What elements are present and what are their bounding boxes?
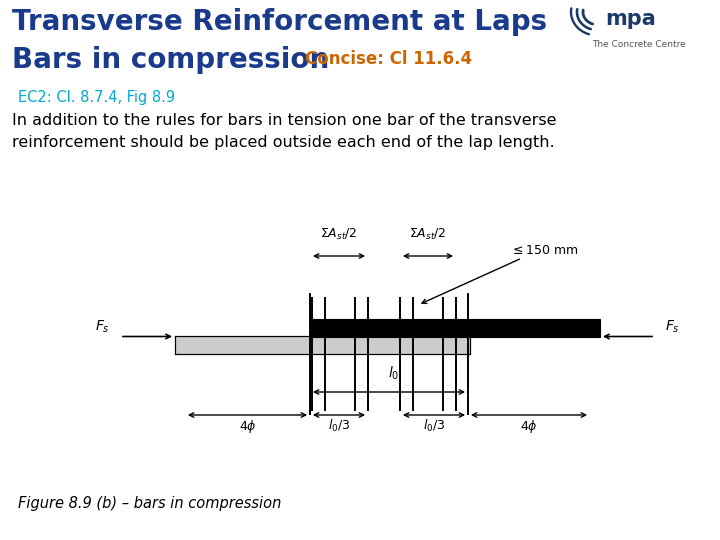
Text: $F_s$: $F_s$ xyxy=(665,318,680,335)
Text: Bars in compression: Bars in compression xyxy=(12,46,329,74)
Text: EC2: Cl. 8.7.4, Fig 8.9: EC2: Cl. 8.7.4, Fig 8.9 xyxy=(18,90,175,105)
Bar xyxy=(310,319,600,337)
Bar xyxy=(175,336,470,354)
Text: mpa: mpa xyxy=(605,9,656,29)
Text: $F_s$: $F_s$ xyxy=(95,318,110,335)
Text: Figure 8.9 (b) – bars in compression: Figure 8.9 (b) – bars in compression xyxy=(18,496,282,511)
Text: In addition to the rules for bars in tension one bar of the transverse
reinforce: In addition to the rules for bars in ten… xyxy=(12,113,557,150)
Text: $4\phi$: $4\phi$ xyxy=(520,418,538,435)
Text: The Concrete Centre: The Concrete Centre xyxy=(592,40,685,49)
Text: $4\phi$: $4\phi$ xyxy=(238,418,256,435)
Text: $\leq$150 mm: $\leq$150 mm xyxy=(510,244,578,257)
Text: $l_0$: $l_0$ xyxy=(388,364,400,382)
Text: $\Sigma A_{st}/2$: $\Sigma A_{st}/2$ xyxy=(320,227,358,242)
Text: $\Sigma A_{st}/2$: $\Sigma A_{st}/2$ xyxy=(410,227,446,242)
Text: $l_0/3$: $l_0/3$ xyxy=(423,418,445,434)
Text: Transverse Reinforcement at Laps: Transverse Reinforcement at Laps xyxy=(12,8,547,36)
Text: Concise: Cl 11.6.4: Concise: Cl 11.6.4 xyxy=(305,50,472,68)
Text: $l_0/3$: $l_0/3$ xyxy=(328,418,350,434)
